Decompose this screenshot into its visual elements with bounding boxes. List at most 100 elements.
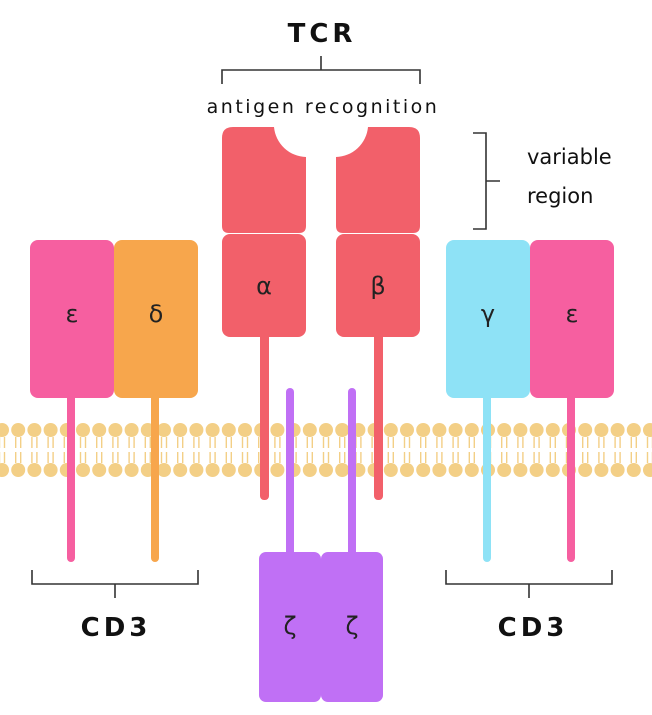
cd3-gamma-stalk [483, 390, 491, 562]
lipid-head [124, 463, 139, 477]
lipid-head [92, 463, 107, 477]
lipid-bilayer-membrane [0, 423, 652, 477]
lipid-head [513, 423, 528, 437]
lipid-head [270, 463, 285, 477]
variable-region-bracket [473, 132, 500, 230]
cd3-left-delta-chain: δ [114, 240, 198, 562]
lipid-head [221, 463, 236, 477]
lipid-head [302, 423, 317, 437]
tcr-beta-chain: β [336, 127, 420, 500]
lipid-head [578, 463, 593, 477]
lipid-head [416, 423, 431, 437]
alpha-constant-domain [222, 234, 306, 337]
lipid-head [610, 463, 625, 477]
tcr-title: TCR [288, 19, 357, 49]
lipid-head [238, 463, 252, 477]
cd3-gamma-label: γ [481, 300, 495, 328]
zeta-1-label: ζ [283, 612, 296, 640]
zeta-1-stalk [286, 388, 294, 560]
lipid-head [335, 463, 350, 477]
lipid-head [464, 423, 479, 437]
lipid-head [626, 463, 641, 477]
lipid-head [610, 423, 625, 437]
cd3-right-epsilon-domain [530, 240, 614, 398]
lipid-head [92, 423, 107, 437]
antigen-recognition-label: antigen recognition [207, 96, 440, 118]
lipid-head [27, 463, 42, 477]
lipid-head [432, 463, 447, 477]
lipid-head [383, 423, 398, 437]
lipid-head [189, 423, 204, 437]
lipid-head [497, 423, 512, 437]
lipid-head [643, 423, 652, 437]
lipid-head [643, 463, 652, 477]
cd3-left-epsilon-label: ε [66, 300, 79, 328]
lipid-head [173, 423, 188, 437]
lipid-head [513, 463, 528, 477]
cd3-right-epsilon-chain: ε [530, 240, 614, 562]
lipid-head [157, 423, 171, 437]
cd3-right-epsilon-label: ε [566, 300, 579, 328]
beta-constant-domain [336, 234, 420, 337]
cd3-delta-stalk [151, 390, 159, 562]
lipid-head [432, 423, 447, 437]
lipid-head [221, 423, 236, 437]
lipid-head [0, 423, 9, 437]
lipid-head [43, 463, 58, 477]
zeta-2-domain [321, 552, 383, 702]
lipid-head [464, 463, 479, 477]
zeta-1-domain [259, 552, 321, 702]
lipid-head [76, 463, 90, 477]
lipid-head [0, 463, 9, 477]
alpha-label: α [256, 272, 272, 300]
lipid-head [302, 463, 317, 477]
beta-variable-domain [336, 127, 420, 233]
beta-transmembrane-stalk [374, 330, 383, 500]
alpha-variable-domain [222, 127, 306, 233]
cd3-left-label: CD3 [81, 613, 152, 643]
lipid-head [497, 463, 512, 477]
lipid-head [108, 463, 123, 477]
lipid-head [270, 423, 285, 437]
lipid-head [545, 423, 560, 437]
lipid-head [173, 463, 188, 477]
lipid-head [319, 463, 333, 477]
tcr-alpha-chain: α [222, 127, 306, 500]
variable-region-label-line2: region [527, 184, 593, 208]
lipid-head [594, 423, 609, 437]
lipid-head [545, 463, 560, 477]
lipid-head [124, 423, 139, 437]
lipid-head [205, 423, 220, 437]
lipid-head [319, 423, 333, 437]
zeta-2-stalk [348, 388, 356, 560]
cd3-right-epsilon-stalk [567, 390, 575, 562]
cd3-delta-domain [114, 240, 198, 398]
lipid-head [189, 463, 204, 477]
cd3-left-epsilon-stalk [67, 390, 75, 562]
lipid-head [108, 423, 123, 437]
cd3-left-bracket [31, 570, 199, 598]
variable-region-label-line1: variable [527, 145, 612, 169]
cd3-delta-label: δ [149, 300, 164, 328]
lipid-head [529, 423, 544, 437]
lipid-head [335, 423, 350, 437]
lipid-head [11, 423, 26, 437]
lipid-head [238, 423, 252, 437]
lipid-head [76, 423, 90, 437]
lipid-head [400, 423, 414, 437]
cd3-left-epsilon-domain [30, 240, 114, 398]
lipid-head [448, 423, 463, 437]
beta-label: β [370, 272, 385, 300]
alpha-transmembrane-stalk [260, 330, 269, 500]
lipid-head [400, 463, 414, 477]
cd3-left-epsilon-chain: ε [30, 240, 114, 562]
lipid-head [626, 423, 641, 437]
cd3-right-bracket [445, 570, 613, 598]
lipid-head [205, 463, 220, 477]
zeta-chain-1: ζ [259, 388, 321, 702]
cd3-right-label: CD3 [498, 613, 569, 643]
lipid-head [448, 463, 463, 477]
lipid-head [43, 423, 58, 437]
